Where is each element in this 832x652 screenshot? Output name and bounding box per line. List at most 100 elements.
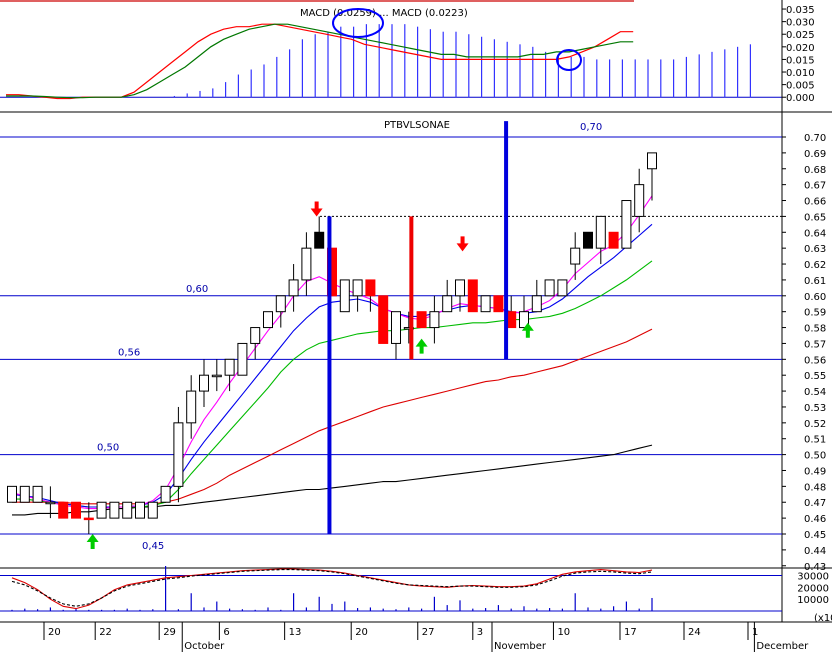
x-tick-label: 20 xyxy=(48,627,61,638)
x-tick-label: 22 xyxy=(99,627,112,638)
candle-body xyxy=(45,501,56,505)
candle-body xyxy=(570,247,581,265)
price-tick-label: 0.46 xyxy=(804,514,826,525)
candle-body xyxy=(339,279,350,313)
candle-body xyxy=(96,501,107,519)
macd-title: MACD (0.0259) ... MACD (0.0223) xyxy=(300,8,468,19)
candle-body xyxy=(647,152,657,170)
candle-body xyxy=(237,342,248,376)
price-tick-label: 0.48 xyxy=(804,482,826,493)
x-tick-label: 24 xyxy=(688,627,701,638)
candle-body xyxy=(199,374,209,392)
macd-annotation-circle-cross xyxy=(556,49,582,71)
x-tick-label: 1 xyxy=(752,627,758,638)
signal-arrow-up xyxy=(415,338,428,354)
candle-body xyxy=(135,501,145,519)
macd-tick-label: 0.010 xyxy=(786,68,815,79)
price-panel: 0.70 0.69 0.68 0.67 0.66 0.65 0.64 0.63 0.62 0.61… xyxy=(0,112,832,573)
candle-body xyxy=(467,279,478,313)
price-top-level-label: 0,70 xyxy=(580,122,602,133)
candle-body xyxy=(493,295,504,313)
candle-body xyxy=(147,501,158,519)
candle-body xyxy=(19,485,30,503)
price-level-label: 0,45 xyxy=(142,541,164,552)
macd-annotation-circle-top xyxy=(332,8,384,38)
candle-body xyxy=(109,501,120,519)
x-tick-label: 10 xyxy=(557,627,570,638)
price-tick-label: 0.44 xyxy=(804,546,826,557)
price-tick-label: 0.69 xyxy=(804,149,826,160)
price-tick-label: 0.45 xyxy=(804,530,826,541)
candle-body xyxy=(250,327,261,344)
x-tick-label: 3 xyxy=(477,627,483,638)
price-level-label: 0,56 xyxy=(118,347,140,358)
month-label: November xyxy=(494,641,547,652)
candle-body xyxy=(7,485,17,503)
signal-arrow-down xyxy=(310,201,323,217)
price-tick-label: 0.64 xyxy=(804,228,826,239)
signal-arrow-down xyxy=(456,236,469,252)
candle-body xyxy=(557,279,568,297)
candle-body xyxy=(519,311,529,329)
price-level-label: 0,60 xyxy=(186,284,208,295)
macd-tick-label: 0.015 xyxy=(786,55,815,66)
price-level-label: 0,50 xyxy=(97,443,119,454)
candle-body xyxy=(263,311,273,329)
month-label: October xyxy=(184,641,225,652)
price-tick-label: 0.67 xyxy=(804,181,826,192)
signal-arrow-up xyxy=(86,533,99,549)
oscillator-line-1 xyxy=(11,569,653,607)
price-tick-label: 0.47 xyxy=(804,498,826,509)
price-tick-label: 0.61 xyxy=(804,276,826,287)
macd-tick-label: 0.020 xyxy=(786,43,815,54)
price-tick-label: 0.56 xyxy=(804,355,826,366)
volume-tick-label: 20000 xyxy=(797,583,829,594)
x-tick-label: 29 xyxy=(163,627,176,638)
macd-tick-label: 0.025 xyxy=(786,30,815,41)
candle-body xyxy=(531,295,542,313)
candle-body xyxy=(275,295,286,313)
candle-body xyxy=(122,501,133,519)
price-tick-label: 0.59 xyxy=(804,308,826,319)
price-tick-label: 0.65 xyxy=(804,212,826,223)
candle-body xyxy=(391,311,401,344)
candle-body xyxy=(583,231,593,249)
x-axis: 15202229613202731017241OctoberNovemberDe… xyxy=(0,621,832,652)
macd-tick-label: 0.005 xyxy=(786,81,815,92)
macd-tick-label: 0.035 xyxy=(786,5,815,16)
candle-body xyxy=(314,231,325,249)
candle-body xyxy=(480,295,491,313)
candle-body xyxy=(365,279,376,297)
candle-body xyxy=(621,200,632,249)
price-tick-label: 0.54 xyxy=(804,387,826,398)
macd-series-line-1 xyxy=(6,23,634,99)
price-tick-label: 0.60 xyxy=(804,292,826,303)
x-tick-label: 17 xyxy=(624,627,637,638)
candle-body xyxy=(71,501,81,519)
candle-body xyxy=(301,247,312,281)
candle-body xyxy=(173,422,184,487)
candle-body xyxy=(288,279,299,297)
volume-tick-label: 10000 xyxy=(797,595,829,606)
oscillator-line-0 xyxy=(11,568,653,610)
signal-arrow-up xyxy=(521,322,534,338)
price-tick-label: 0.51 xyxy=(804,435,826,446)
candle-body xyxy=(442,295,453,313)
price-tick-label: 0.57 xyxy=(804,339,826,350)
candle-body xyxy=(416,311,427,329)
macd-tick-label: 0.030 xyxy=(786,18,815,29)
candle-body xyxy=(186,390,197,424)
price-tick-label: 0.43 xyxy=(804,562,826,573)
price-tick-label: 0.63 xyxy=(804,244,826,255)
candle-body xyxy=(429,311,440,329)
price-tick-label: 0.66 xyxy=(804,197,826,208)
candle-body xyxy=(32,485,43,503)
price-tick-label: 0.53 xyxy=(804,403,826,414)
x-tick-label: 27 xyxy=(422,627,435,638)
x-tick-label: 20 xyxy=(355,627,368,638)
candle-body xyxy=(160,485,171,503)
candle-body xyxy=(83,517,94,521)
